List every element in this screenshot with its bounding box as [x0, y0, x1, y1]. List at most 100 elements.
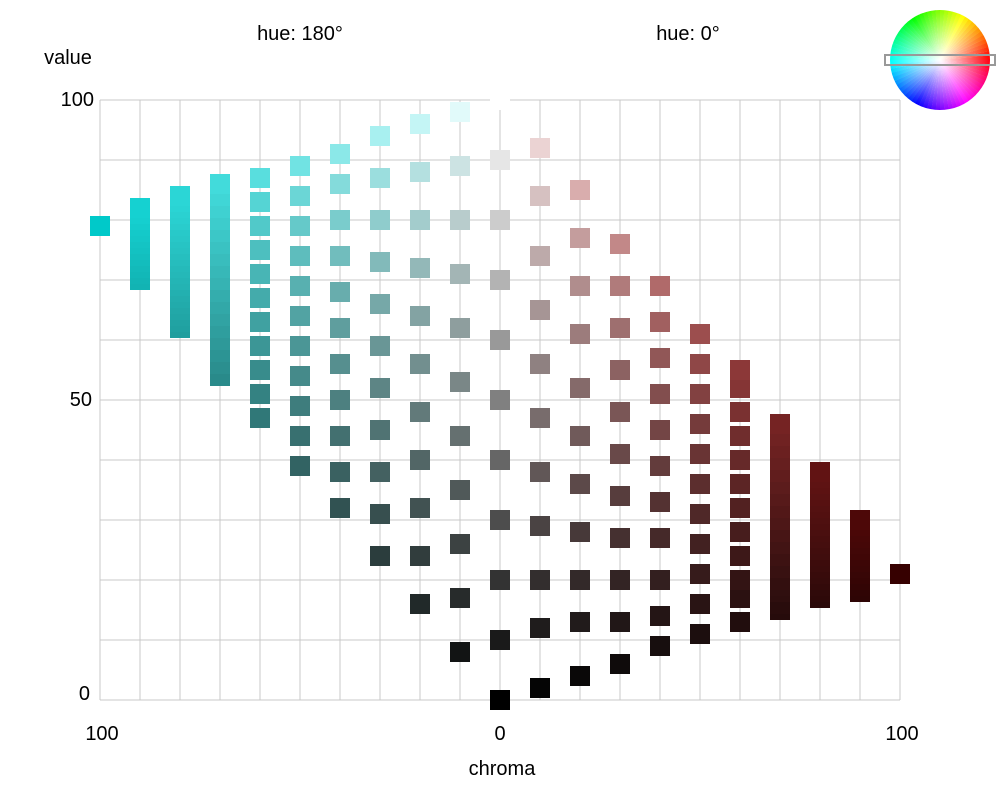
color-swatch [330, 498, 350, 518]
color-swatch [650, 528, 670, 548]
color-swatch [330, 354, 350, 374]
color-swatch [530, 618, 550, 638]
color-swatch [690, 474, 710, 494]
color-swatch [290, 186, 310, 206]
color-swatch [730, 498, 750, 518]
x-tick-label: 100 [885, 723, 918, 745]
color-swatch [410, 450, 430, 470]
color-swatch [730, 402, 750, 422]
color-swatch [730, 546, 750, 566]
color-swatch [530, 516, 550, 536]
color-swatch [530, 300, 550, 320]
color-swatch [490, 390, 510, 410]
color-swatch [250, 168, 270, 188]
color-swatch [370, 294, 390, 314]
color-swatch [410, 114, 430, 134]
color-swatch [330, 144, 350, 164]
color-swatch [730, 588, 750, 608]
color-swatch [490, 630, 510, 650]
color-swatch [330, 174, 350, 194]
color-swatch [650, 384, 670, 404]
color-swatch [330, 426, 350, 446]
color-swatch [250, 336, 270, 356]
color-swatch [370, 252, 390, 272]
color-swatch [610, 654, 630, 674]
color-swatch [530, 570, 550, 590]
hue-selection-box [884, 54, 996, 66]
color-swatch [370, 210, 390, 230]
color-swatch [450, 264, 470, 284]
color-swatch [370, 168, 390, 188]
color-swatch [250, 312, 270, 332]
color-swatch [490, 150, 510, 170]
color-swatch [690, 504, 710, 524]
color-swatch [690, 324, 710, 344]
color-swatch [730, 378, 750, 398]
color-swatch [410, 162, 430, 182]
color-swatch [250, 192, 270, 212]
color-swatch [650, 348, 670, 368]
color-swatch [450, 318, 470, 338]
color-swatch [410, 546, 430, 566]
color-swatch [410, 498, 430, 518]
color-swatch [570, 474, 590, 494]
color-swatch [410, 210, 430, 230]
color-swatch [530, 354, 550, 374]
title-left: hue: 180° [257, 23, 343, 45]
color-swatch [730, 570, 750, 590]
color-swatch [490, 330, 510, 350]
color-swatch [610, 276, 630, 296]
color-swatch [410, 258, 430, 278]
color-swatch [90, 216, 110, 236]
color-swatch [490, 450, 510, 470]
color-swatch [730, 612, 750, 632]
color-swatch [370, 504, 390, 524]
color-swatch [450, 372, 470, 392]
color-swatch [490, 690, 510, 710]
color-swatch [450, 102, 470, 122]
color-swatch [530, 246, 550, 266]
color-swatch [690, 534, 710, 554]
color-swatch [370, 378, 390, 398]
color-swatch [290, 156, 310, 176]
title-right: hue: 0° [656, 23, 720, 45]
color-swatch [210, 174, 230, 194]
color-swatch [650, 636, 670, 656]
color-swatch [250, 384, 270, 404]
color-swatch [570, 666, 590, 686]
color-swatch [530, 462, 550, 482]
color-swatch [250, 216, 270, 236]
color-swatch [570, 426, 590, 446]
color-swatch [290, 306, 310, 326]
color-swatch [290, 276, 310, 296]
x-tick-label: 100 [85, 723, 118, 745]
color-swatch [690, 624, 710, 644]
color-swatch [290, 216, 310, 236]
color-swatch [570, 612, 590, 632]
color-swatch [610, 402, 630, 422]
color-swatch [610, 570, 630, 590]
color-swatch [290, 396, 310, 416]
color-swatch [450, 588, 470, 608]
color-swatch [250, 288, 270, 308]
color-swatch [570, 180, 590, 200]
color-swatch [570, 378, 590, 398]
x-tick-label: 0 [494, 723, 505, 745]
color-swatch [570, 276, 590, 296]
color-swatch [250, 360, 270, 380]
color-swatch [730, 522, 750, 542]
color-swatch [530, 138, 550, 158]
color-swatch [650, 606, 670, 626]
color-swatch [370, 336, 390, 356]
color-swatch [730, 360, 750, 380]
color-swatch [690, 384, 710, 404]
color-swatch [570, 570, 590, 590]
color-swatch [610, 486, 630, 506]
color-swatch [290, 336, 310, 356]
color-swatch [450, 642, 470, 662]
color-swatch [450, 156, 470, 176]
color-swatch [690, 594, 710, 614]
color-swatch [570, 522, 590, 542]
y-tick-label: 100 [61, 89, 94, 111]
